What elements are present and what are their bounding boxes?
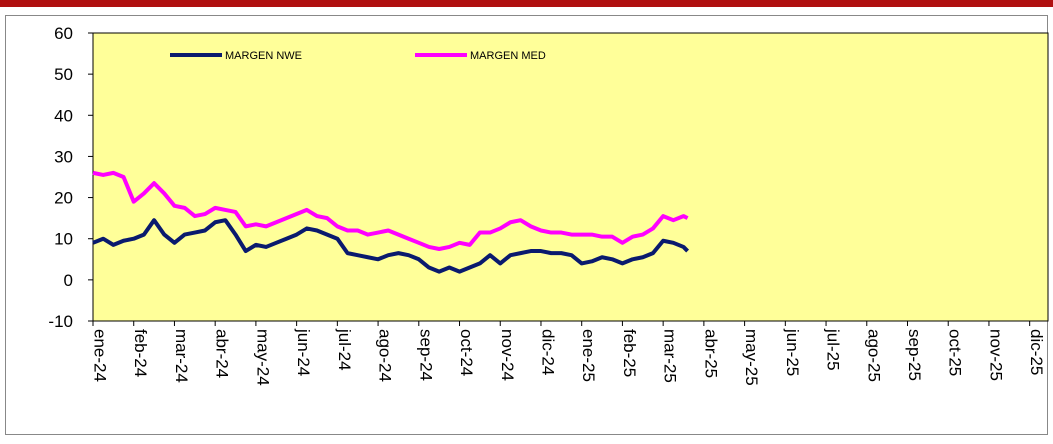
series-line <box>92 170 689 251</box>
x-tick-label: dic-25 <box>1027 329 1046 375</box>
y-tick-label: 0 <box>64 271 73 290</box>
top-bar <box>0 0 1053 7</box>
x-tick-label: feb-24 <box>131 329 150 377</box>
x-tick-label: feb-25 <box>620 329 639 377</box>
x-tick-label: ago-24 <box>376 329 395 382</box>
x-tick-label: ago-25 <box>864 329 883 382</box>
legend-label: MARGEN MED <box>470 50 546 62</box>
x-tick-label: jun-25 <box>783 328 802 376</box>
y-tick-label: 40 <box>54 106 73 125</box>
y-tick-label: 10 <box>54 230 73 249</box>
x-tick-label: oct-25 <box>946 329 965 376</box>
x-tick-label: oct-24 <box>457 329 476 376</box>
plot-area <box>92 32 1049 322</box>
x-tick-label: nov-25 <box>986 329 1005 381</box>
x-tick-label: sep-25 <box>905 329 924 381</box>
legend-label: MARGEN NWE <box>225 50 302 62</box>
y-tick-label: 60 <box>54 24 73 43</box>
y-tick-label: 20 <box>54 189 73 208</box>
x-tick-label: may-25 <box>742 329 761 386</box>
x-tick-label: mar-25 <box>661 329 680 383</box>
x-tick-label: nov-24 <box>498 329 517 381</box>
y-tick-label: 30 <box>54 147 73 166</box>
y-tick-label: -10 <box>48 312 73 331</box>
x-tick-label: ene-25 <box>579 329 598 382</box>
x-tick-label: abr-25 <box>701 329 720 378</box>
x-tick-label: jul-25 <box>824 328 843 371</box>
series-line <box>92 218 690 274</box>
x-tick-label: ene-24 <box>91 329 110 382</box>
x-tick-label: mar-24 <box>172 329 191 383</box>
y-tick-label: 50 <box>54 65 73 84</box>
x-tick-label: sep-24 <box>416 329 435 381</box>
x-tick-label: jun-24 <box>294 328 313 376</box>
x-tick-label: dic-24 <box>538 329 557 375</box>
x-tick-label: may-24 <box>253 329 272 386</box>
x-tick-label: jul-24 <box>335 328 354 371</box>
x-tick-label: abr-24 <box>213 329 232 378</box>
